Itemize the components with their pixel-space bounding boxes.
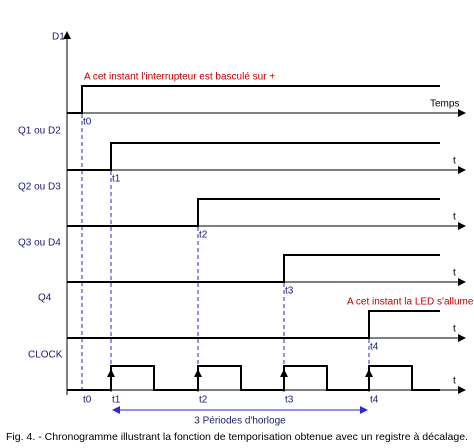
clock-signal [67, 365, 440, 391]
edge-label: t2 [199, 230, 208, 241]
signal-label: Q4 [38, 293, 52, 304]
signal [67, 198, 440, 227]
annotation: A cet instant l'interrupteur est basculé… [84, 72, 275, 83]
annotation: A cet instant la LED s'allume [347, 297, 474, 308]
caption: Fig. 4. - Chronogramme illustrant la fon… [6, 431, 468, 443]
axis-label: t [453, 212, 456, 223]
signal-label: D1 [52, 32, 65, 43]
time-label: t4 [370, 395, 379, 406]
signal-label: Q2 ou D3 [18, 182, 61, 193]
signal [67, 310, 440, 339]
time-label: t0 [83, 395, 92, 406]
axis-label: t [453, 324, 456, 335]
edge-label: t0 [83, 117, 92, 128]
axis-label: t [453, 376, 456, 387]
axis-label: t [453, 268, 456, 279]
signal-label: Q3 ou D4 [18, 238, 61, 249]
axis-label: t [453, 156, 456, 167]
time-label: t2 [199, 395, 208, 406]
time-label: t3 [285, 395, 294, 406]
time-label: t1 [112, 395, 121, 406]
period-label: 3 Périodes d'horloge [194, 416, 286, 427]
signal [67, 254, 440, 283]
edge-label: t3 [285, 286, 294, 297]
signal-label: Q1 ou D2 [18, 126, 61, 137]
signal [67, 142, 440, 171]
edge-label: t4 [370, 342, 379, 353]
edge-label: t1 [112, 174, 121, 185]
signal [67, 85, 440, 114]
axis-label: Temps [430, 99, 459, 110]
signal-label: CLOCK [28, 350, 63, 361]
